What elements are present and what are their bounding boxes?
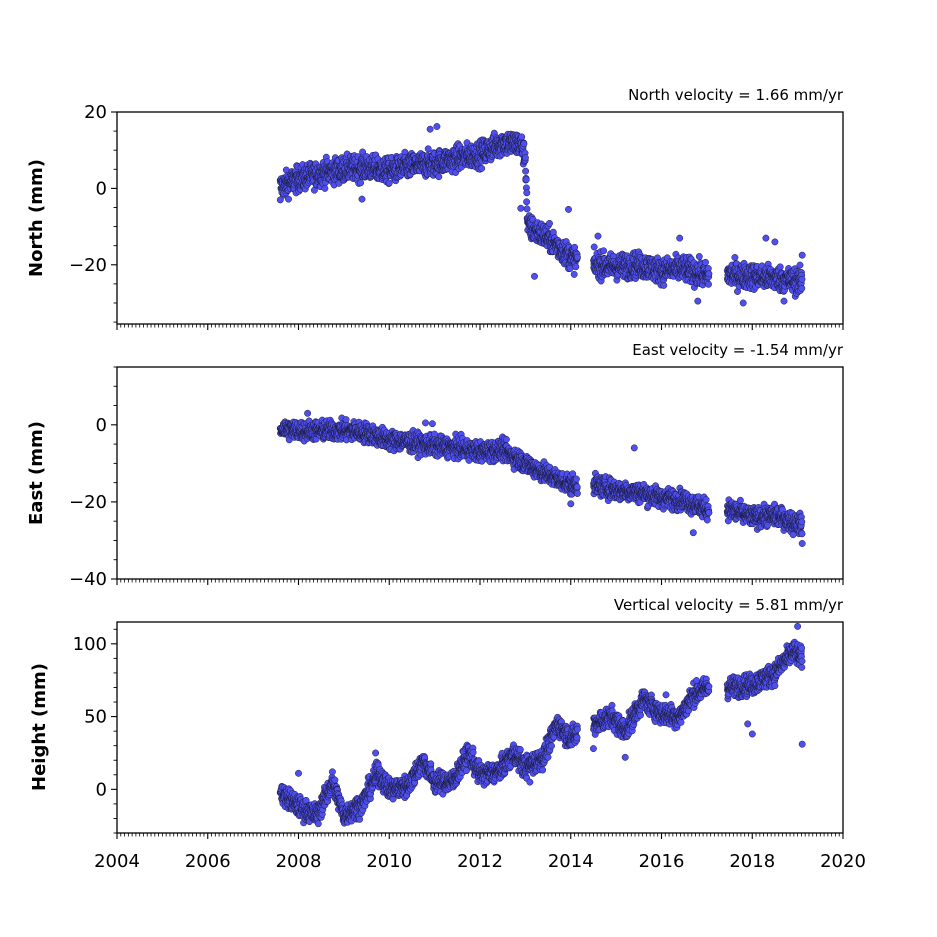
data-point [546, 219, 553, 227]
outlier-point [565, 205, 572, 213]
outlier-point [531, 272, 538, 280]
data-point [703, 516, 711, 524]
data-point [518, 133, 526, 141]
data-point [359, 148, 367, 156]
data-point [705, 509, 713, 517]
data-point [385, 179, 393, 187]
data-point [424, 145, 432, 153]
data-point [321, 184, 329, 192]
data-point [590, 243, 598, 251]
outlier-point [276, 196, 284, 204]
data-point [776, 263, 784, 271]
data-point [798, 284, 806, 292]
outlier-point [762, 234, 770, 242]
data-point [705, 280, 712, 288]
y-tick-label: 20 [84, 102, 107, 123]
north-y-axis-label: North (mm) [26, 159, 47, 277]
data-point [570, 270, 578, 278]
outlier-point [798, 251, 806, 259]
outlier-point [433, 123, 441, 130]
outlier-point [594, 232, 602, 240]
data-point [573, 483, 581, 491]
data-point [573, 253, 581, 261]
outlier-point [358, 195, 366, 203]
outlier-point [694, 297, 702, 305]
data-point [435, 173, 443, 181]
data-point [660, 281, 668, 289]
data-point [572, 475, 580, 483]
data-point [571, 243, 579, 251]
north-panel: North velocity = 1.66 mm/yr North (mm) −… [26, 86, 844, 330]
data-point [798, 275, 806, 283]
data-point [342, 416, 350, 424]
data-point [523, 198, 531, 206]
data-point [566, 265, 574, 272]
outlier-point [739, 299, 747, 307]
outlier-point [517, 204, 525, 212]
data-point [702, 258, 709, 266]
data-point [695, 253, 703, 260]
data-point [796, 261, 804, 269]
data-point [523, 189, 531, 197]
data-point [285, 195, 292, 203]
outlier-point [780, 297, 788, 305]
data-point [523, 205, 531, 213]
outlier-point [426, 125, 434, 133]
data-point [521, 154, 529, 162]
data-point [731, 254, 739, 261]
north-points [276, 123, 806, 307]
data-point [478, 164, 486, 172]
north-plot-frame [116, 111, 844, 325]
data-point [573, 490, 581, 497]
outlier-point [676, 234, 684, 242]
east-panel: East velocity = -1.54 mm/yr East (mm) −4… [26, 341, 844, 590]
data-point [705, 270, 713, 278]
data-point [502, 435, 510, 443]
y-tick-label: 0 [96, 178, 107, 199]
data-point [522, 176, 530, 184]
data-point [357, 179, 365, 187]
data-point [736, 496, 744, 504]
east-y-axis-label: East (mm) [26, 421, 47, 525]
data-point [522, 167, 530, 175]
data-point [520, 140, 528, 148]
outlier-point [771, 238, 779, 246]
y-tick-label: −20 [69, 255, 107, 276]
data-point [702, 496, 710, 504]
north-ticks: −20 0 20 [69, 102, 844, 330]
north-velocity-label: North velocity = 1.66 mm/yr [628, 86, 844, 104]
data-point [600, 247, 608, 255]
east-points [276, 409, 806, 547]
data-point [572, 263, 580, 271]
east-velocity-label: East velocity = -1.54 mm/yr [632, 341, 844, 359]
data-point [549, 228, 557, 236]
